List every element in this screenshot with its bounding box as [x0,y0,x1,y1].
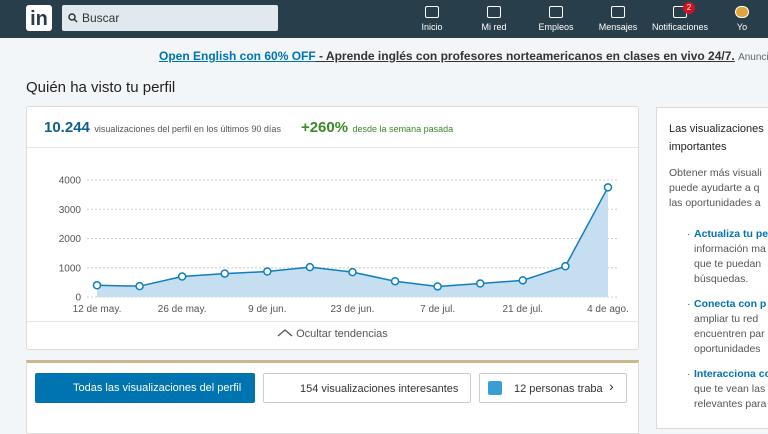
point [561,262,570,271]
page-heading: Quién ha visto tu perfil [26,79,176,96]
tip-text: información ma [694,243,766,255]
nav-item[interactable]: Yo [736,22,748,32]
side-title: Las visualizaciones [669,123,764,135]
search-box[interactable]: Buscar [62,5,278,31]
y-tick-label: 1000 [59,263,82,274]
side-title: importantes [669,141,727,153]
point [390,276,400,286]
side-text: las oportunidades a [669,197,761,209]
point [348,267,357,277]
change: +260% [300,119,349,136]
point [177,272,187,281]
x-tick-label: 21 de jul. [503,304,544,315]
stats: 10.244 visualizaciones del perfil en los… [44,119,453,137]
area [97,187,608,297]
nav-item[interactable]: Inicio [421,22,443,32]
tabs-card: Todas las visualizaciones del perfil 154… [26,360,639,434]
x-tick-label: 4 de ago. [587,304,629,315]
divider [27,321,638,322]
search-placeholder: Buscar [82,11,120,25]
point [220,269,229,278]
x-tick-label: 12 de may. [73,304,122,315]
views-text: visualizaciones del perfil en los último… [94,124,281,134]
chevron-up [277,329,293,337]
point [305,262,315,272]
nav-icon [735,6,749,18]
views-card: 10.244 visualizaciones del perfil en los… [26,106,639,350]
point [263,267,272,276]
point [135,281,144,291]
nav-item[interactable]: Mensajes [598,22,638,32]
x-tick-label: 23 de jun. [331,304,375,315]
notification-badge: 2 [683,2,695,14]
tab[interactable]: 12 personas traba [479,373,627,403]
bullet: · [687,228,691,240]
tip-title[interactable]: Interacciona co [694,368,768,380]
tip-text: oportunidades [694,343,761,355]
ad-banner: Open English con 60% OFF - Aprende inglé… [159,49,768,63]
tip-text: que te vean las [694,383,766,395]
tip-text: que te puedan [694,258,762,270]
nav-icon [611,6,625,18]
point [518,276,528,285]
toggle-text: Ocultar tendencias [296,328,388,340]
y-tick-label: 0 [75,293,81,304]
chart: 0 1000 2000 3000 4000 12 de may. 26 de may. 9 d… [59,176,629,316]
tab-active[interactable]: Todas las visualizaciones del perfil [35,373,255,403]
x-tick-label: 7 de jul. [420,304,455,315]
point [475,279,485,288]
tip-title[interactable]: Actualiza tu pe [694,228,768,240]
nav-item[interactable]: Empleos [538,22,574,32]
side-panel: Las visualizaciones importantes Obtener má… [656,107,768,429]
bullet: · [687,368,691,380]
bullet: · [687,298,691,310]
nav-item[interactable]: Notificaciones [651,22,709,32]
y-tick-label: 4000 [59,176,82,187]
nav-item[interactable]: Mi red [481,22,507,32]
views-count: 10.244 [44,119,90,136]
tip-text: encuentren par [694,328,765,340]
x-tick-label: 26 de may. [158,304,207,315]
point [92,281,102,290]
side-text: Obtener más visuali [669,167,762,179]
tip-title[interactable]: Conecta con p [694,298,767,310]
tab-icon [488,381,502,395]
change-text: desde la semana pasada [352,124,454,134]
nav-icon [487,6,501,18]
search-icon [68,13,78,23]
side-text: puede ayudarte a q [669,182,760,194]
divider [27,147,638,148]
tip-text: ampliar tu red [694,313,759,325]
ad-link[interactable]: Open English con 60% OFF [159,49,316,63]
nav-icon [425,6,439,18]
nav-icon [549,6,563,18]
tab[interactable]: 154 visualizaciones interesantes [263,373,471,403]
tab-arrow[interactable]: › [609,378,614,394]
ad-text[interactable]: - Aprende inglés con profesores norteame… [315,49,735,63]
y-tick-label: 3000 [59,205,82,216]
tip-text: relevantes para [694,398,767,410]
point [603,183,613,192]
logo[interactable]: in [26,5,52,31]
point [433,282,442,291]
tip-text: búsquedas. [694,273,749,285]
ad-label: Anuncio [738,52,768,63]
toggle-trends[interactable]: Ocultar tendencias [277,328,388,340]
x-tick-label: 9 de jun. [248,304,286,315]
y-tick-label: 2000 [59,234,82,245]
top-nav: in Buscar Inicio Mi red Empleos Mensajes Not… [0,0,768,38]
